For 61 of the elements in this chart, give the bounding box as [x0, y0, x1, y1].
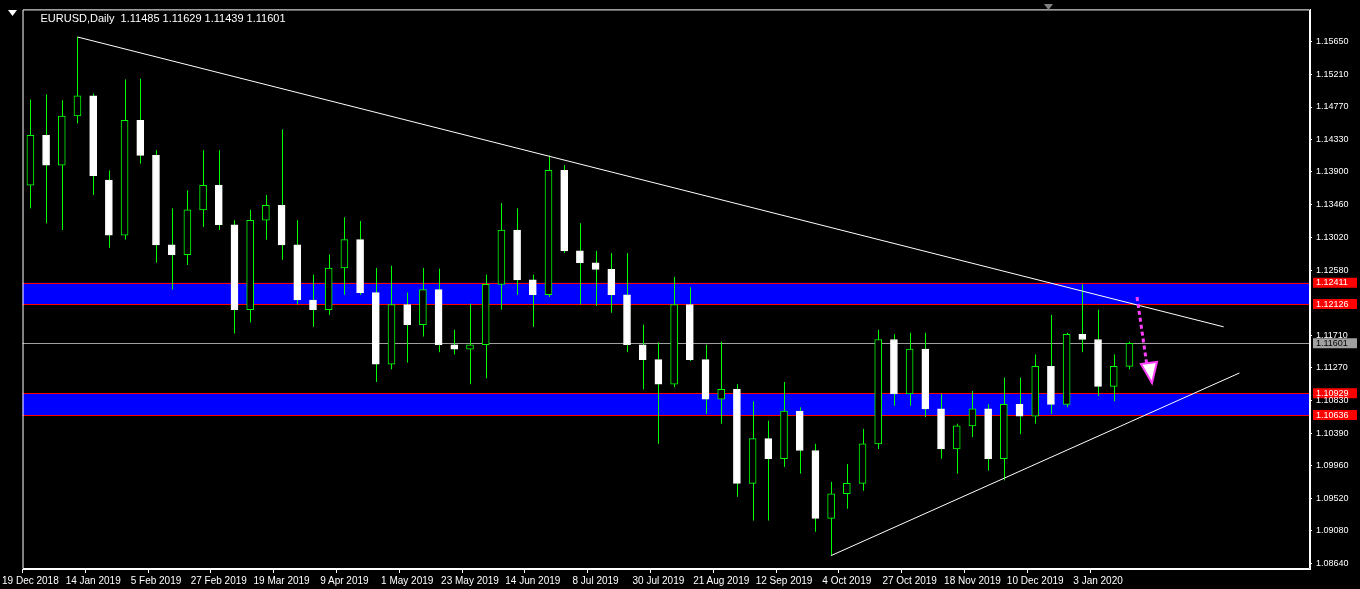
y-tick-label: 1.09080: [1316, 525, 1349, 536]
candlestick: [827, 481, 835, 557]
candlestick: [199, 149, 207, 228]
candlestick: [952, 423, 961, 475]
x-tick-label: 27 Oct 2019: [882, 574, 938, 586]
y-tick-label: 1.10390: [1316, 427, 1349, 438]
candlestick: [968, 390, 977, 438]
x-tick-label: 10 Dec 2019: [1006, 574, 1065, 586]
ref-line-label: 1.11601: [1316, 337, 1348, 348]
candlestick: [1015, 377, 1024, 435]
x-tick-label: 5 Feb 2019: [130, 574, 182, 586]
candlestick: [167, 207, 176, 291]
y-tick-label: 1.13460: [1316, 199, 1349, 210]
x-tick-label: 27 Feb 2019: [190, 574, 248, 586]
x-tick-label: 30 Jul 2019: [632, 574, 685, 586]
x-tick-label: 14 Jan 2019: [65, 574, 122, 586]
candlestick: [1109, 353, 1118, 402]
y-tick-label: 1.10830: [1316, 395, 1349, 406]
y-tick-label: 1.08640: [1316, 558, 1349, 569]
x-tick-label: 21 Aug 2019: [693, 574, 750, 586]
y-tick-label: 1.09960: [1316, 459, 1349, 470]
y-tick-label: 1.15210: [1316, 68, 1349, 79]
y-tick-label: 1.15650: [1316, 35, 1349, 46]
candlestick: [576, 222, 584, 305]
candlestick: [450, 329, 459, 355]
y-tick-label: 1.12580: [1316, 264, 1349, 275]
candlestick: [466, 303, 474, 385]
candlestick: [262, 194, 270, 241]
x-tick-label: 14 Jun 2019: [505, 574, 561, 586]
x-tick-label: 12 Sep 2019: [755, 574, 813, 586]
y-tick-label: 1.13900: [1316, 166, 1349, 177]
ref-line-label: 1.10636: [1316, 409, 1349, 420]
candlestick: [764, 420, 773, 522]
candlestick: [654, 341, 663, 445]
ref-line-label: 1.12126: [1316, 298, 1349, 309]
ref-line-label: 1.10929: [1316, 387, 1349, 398]
x-tick-label: 23 May 2019: [441, 574, 500, 586]
x-tick-label: 19 Dec 2018: [2, 574, 60, 586]
y-tick-label: 1.14770: [1316, 101, 1349, 112]
candlestick: [309, 274, 317, 328]
candlestick: [528, 274, 537, 328]
candlestick: [638, 324, 647, 390]
x-tick-label: 4 Oct 2019: [822, 574, 872, 586]
x-tick-label: 3 Jan 2020: [1073, 574, 1124, 586]
ref-line-label: 1.12411: [1316, 277, 1348, 288]
x-tick-label: 19 Mar 2019: [253, 574, 311, 586]
y-tick-label: 1.11710: [1316, 329, 1348, 340]
y-tick-label: 1.13020: [1316, 231, 1349, 242]
y-tick-label: 1.11270: [1316, 362, 1348, 373]
chart-title: EURUSD,Daily 1.11485 1.11629 1.11439 1.11601: [40, 12, 286, 25]
candlestick: [607, 252, 616, 314]
y-tick-label: 1.09520: [1316, 492, 1349, 503]
candlestick: [403, 292, 412, 364]
candlestick: [717, 341, 726, 425]
x-tick-label: 8 Jul 2019: [572, 574, 620, 586]
x-tick-label: 18 Nov 2019: [944, 574, 1002, 586]
candlestick: [591, 250, 600, 307]
x-tick-label: 1 May 2019: [381, 574, 434, 586]
y-tick-label: 1.14330: [1316, 134, 1349, 145]
x-tick-label: 9 Apr 2019: [320, 574, 370, 586]
candlestick: [842, 463, 851, 510]
